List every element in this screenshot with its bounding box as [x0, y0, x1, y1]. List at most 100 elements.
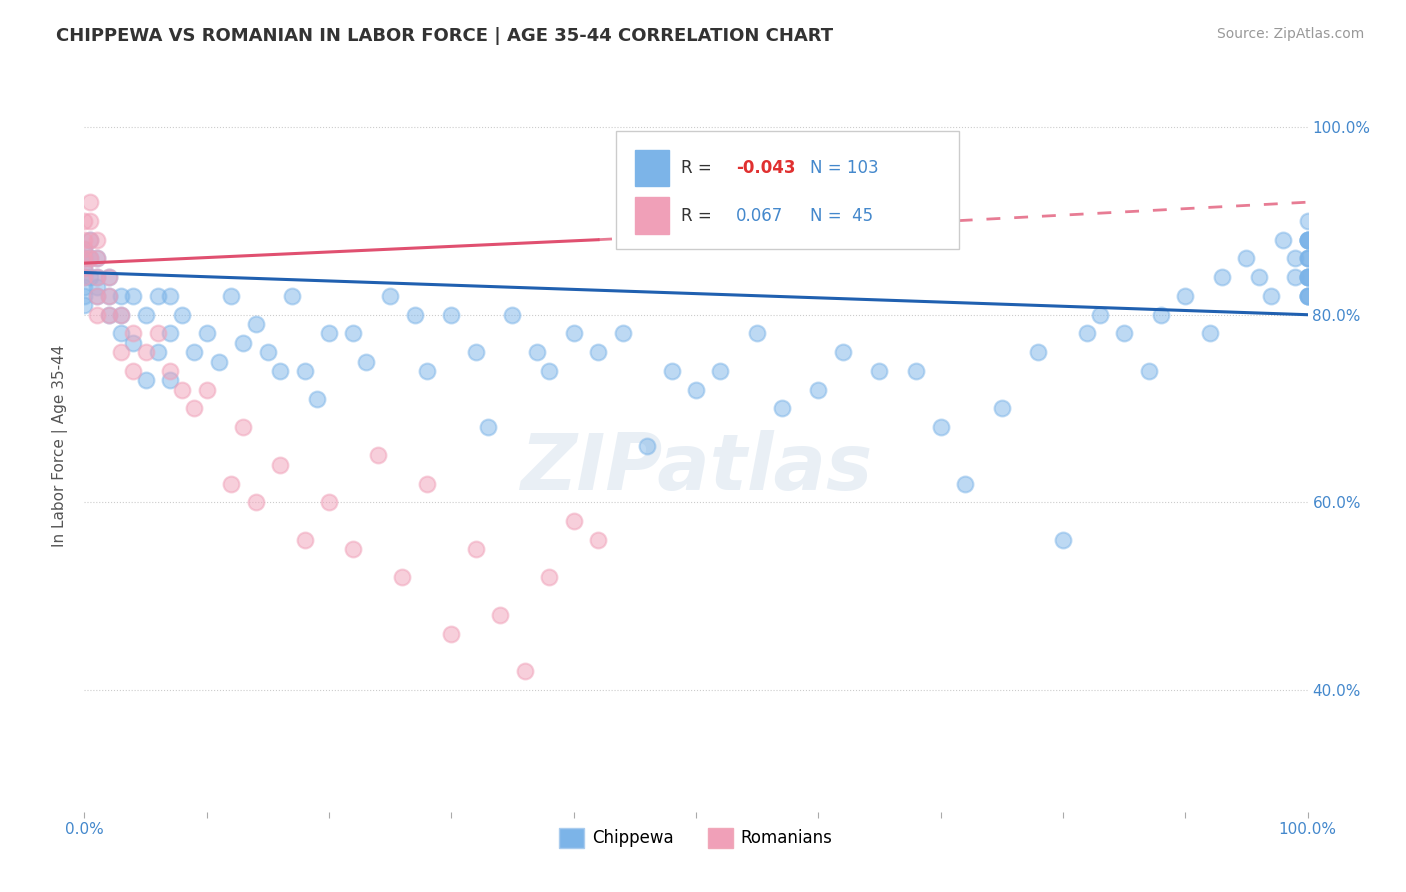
Point [86, 289, 108, 303]
Text: Source: ZipAtlas.com: Source: ZipAtlas.com [1216, 27, 1364, 41]
Point [146, 345, 169, 359]
Point [219, 476, 242, 491]
Point [440, 626, 463, 640]
Point [73, 242, 96, 256]
Point [1296, 289, 1319, 303]
Point [195, 326, 218, 341]
Point [146, 289, 169, 303]
Point [208, 354, 231, 368]
Text: 0.067: 0.067 [737, 207, 783, 225]
FancyBboxPatch shape [616, 131, 959, 249]
Point [294, 364, 316, 378]
Point [1296, 252, 1319, 266]
Point [73, 270, 96, 285]
Point [1211, 270, 1233, 285]
Point [159, 289, 181, 303]
Point [122, 326, 145, 341]
Point [513, 664, 536, 678]
Point [73, 233, 96, 247]
Point [538, 570, 561, 584]
Point [73, 270, 96, 285]
Point [416, 364, 439, 378]
Point [562, 326, 585, 341]
Point [122, 289, 145, 303]
Point [122, 364, 145, 378]
Point [73, 260, 96, 275]
Point [79, 233, 101, 247]
Point [183, 401, 205, 416]
Point [110, 308, 132, 322]
Point [685, 383, 707, 397]
Point [464, 345, 486, 359]
Point [1296, 252, 1319, 266]
Point [1296, 233, 1319, 247]
Point [1296, 270, 1319, 285]
Text: N = 103: N = 103 [810, 159, 879, 177]
Point [305, 392, 328, 406]
Text: R =: R = [682, 159, 717, 177]
Point [245, 495, 267, 509]
Legend: Chippewa, Romanians: Chippewa, Romanians [553, 821, 839, 855]
Point [538, 364, 561, 378]
Point [1296, 214, 1319, 228]
Point [636, 439, 658, 453]
Point [110, 345, 132, 359]
Point [232, 420, 254, 434]
Text: R =: R = [682, 207, 723, 225]
Point [73, 279, 96, 293]
Point [97, 270, 120, 285]
Point [342, 542, 364, 557]
Point [159, 364, 181, 378]
Point [269, 458, 291, 472]
Point [1137, 364, 1160, 378]
Point [294, 533, 316, 547]
Point [135, 345, 157, 359]
Point [342, 326, 364, 341]
Point [110, 308, 132, 322]
Point [661, 364, 683, 378]
Point [354, 354, 377, 368]
Point [391, 570, 413, 584]
Text: CHIPPEWA VS ROMANIAN IN LABOR FORCE | AGE 35-44 CORRELATION CHART: CHIPPEWA VS ROMANIAN IN LABOR FORCE | AG… [56, 27, 834, 45]
Point [1296, 270, 1319, 285]
Point [1296, 233, 1319, 247]
Point [183, 345, 205, 359]
Point [159, 373, 181, 387]
Point [86, 289, 108, 303]
Y-axis label: In Labor Force | Age 35-44: In Labor Force | Age 35-44 [52, 345, 69, 547]
Point [586, 533, 609, 547]
Point [1296, 270, 1319, 285]
Point [1174, 289, 1197, 303]
Point [831, 345, 853, 359]
Point [1296, 270, 1319, 285]
Point [135, 308, 157, 322]
Point [1088, 308, 1111, 322]
Point [159, 326, 181, 341]
Point [905, 364, 928, 378]
Point [526, 345, 548, 359]
Point [1296, 289, 1319, 303]
Point [219, 289, 242, 303]
Point [1260, 289, 1282, 303]
Point [1296, 233, 1319, 247]
Point [232, 335, 254, 350]
Point [73, 298, 96, 312]
Point [1296, 233, 1319, 247]
Point [1114, 326, 1136, 341]
Point [1052, 533, 1074, 547]
Point [79, 252, 101, 266]
Point [73, 252, 96, 266]
Text: ZIPatlas: ZIPatlas [520, 430, 872, 506]
Point [1028, 345, 1050, 359]
Point [1198, 326, 1220, 341]
Point [807, 383, 830, 397]
Point [86, 270, 108, 285]
Point [1296, 270, 1319, 285]
Point [86, 252, 108, 266]
Point [1296, 289, 1319, 303]
Point [991, 401, 1014, 416]
Point [281, 289, 304, 303]
FancyBboxPatch shape [636, 150, 669, 186]
Point [110, 289, 132, 303]
Point [477, 420, 499, 434]
